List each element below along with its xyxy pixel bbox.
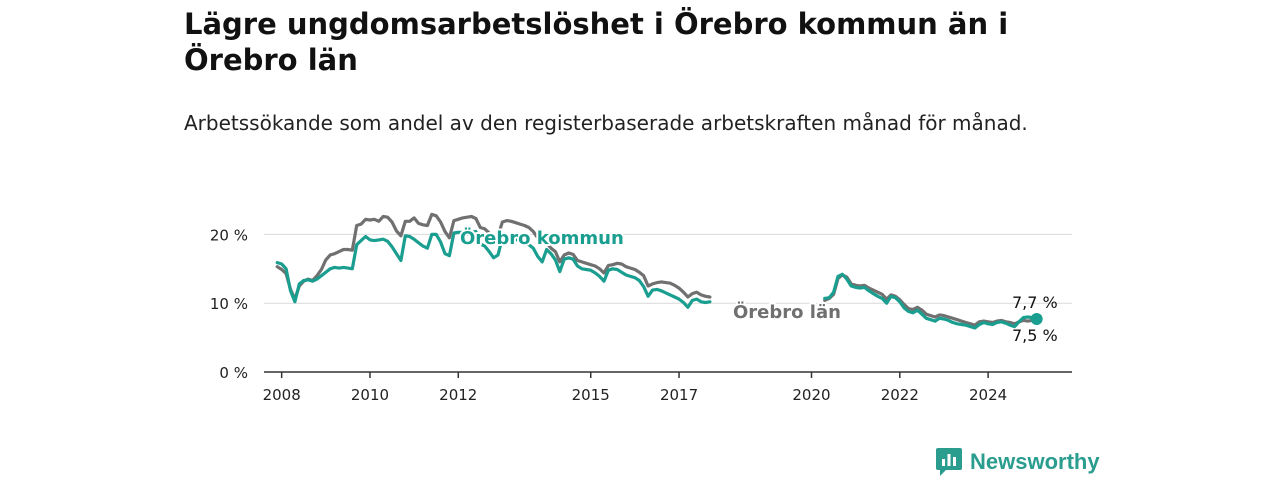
series-label-orebro-kommun: Örebro kommun — [460, 227, 624, 249]
series-label-orebro-lan: Örebro län — [733, 301, 841, 323]
series-line-orebro-lan — [474, 217, 712, 299]
x-tick-label: 2015 — [572, 386, 610, 404]
x-tick-label: 2020 — [792, 386, 830, 404]
brand-name: Newsworthy — [970, 449, 1100, 474]
x-tick-label: 2010 — [351, 386, 389, 404]
end-label-orebro-kommun: 7,7 % — [1012, 293, 1058, 312]
x-tick-label: 2008 — [263, 386, 301, 404]
series-line-orebro-kommun — [823, 272, 1039, 330]
series-line-orebro-lan — [275, 212, 478, 301]
y-tick-label: 0 % — [219, 364, 248, 382]
x-tick-label: 2024 — [969, 386, 1007, 404]
series-line-orebro-kommun — [275, 230, 478, 304]
newsworthy-logo-icon — [936, 448, 962, 476]
end-point-orebro-kommun — [1030, 313, 1043, 326]
y-tick-label: 10 % — [210, 295, 248, 313]
x-tick-label: 2017 — [660, 386, 698, 404]
end-label-orebro-lan: 7,5 % — [1012, 326, 1058, 345]
chart-subtitle: Arbetssökande som andel av den registerb… — [184, 111, 1028, 135]
x-tick-label: 2012 — [439, 386, 477, 404]
series-line-orebro-kommun — [474, 230, 712, 309]
x-tick-label: 2022 — [881, 386, 919, 404]
newsworthy-brand: Newsworthy — [936, 448, 1100, 476]
chart-title: Lägre ungdomsarbetslöshet i Örebro kommu… — [184, 7, 1009, 77]
y-tick-label: 20 % — [210, 226, 248, 244]
